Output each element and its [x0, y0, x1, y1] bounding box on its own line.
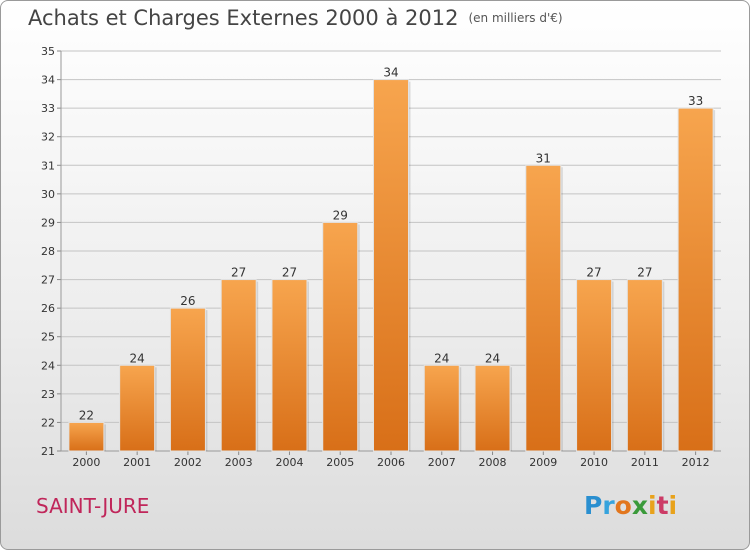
x-tick-label: 2010 [580, 456, 608, 469]
y-tick-label: 24 [41, 359, 55, 372]
bar-2005 [322, 221, 359, 452]
y-tick-label: 23 [41, 388, 55, 401]
commune-name: SAINT-JURE [36, 494, 150, 518]
bar-2000 [68, 421, 105, 452]
x-tick-label: 2006 [377, 456, 405, 469]
bar-value-label: 31 [536, 151, 551, 165]
bar-2008 [474, 364, 511, 452]
y-tick-label: 27 [41, 274, 55, 287]
bar-value-label: 27 [282, 266, 297, 280]
bar-2011 [626, 279, 663, 452]
bar-value-label: 24 [485, 351, 500, 365]
y-tick-label: 35 [41, 45, 55, 58]
bar-2004 [271, 279, 308, 452]
bar-2006 [373, 79, 409, 452]
y-tick-label: 31 [41, 159, 55, 172]
y-tick-label: 26 [41, 302, 55, 315]
y-tick-label: 32 [41, 131, 55, 144]
y-tick-label: 34 [41, 74, 55, 87]
y-tick-label: 29 [41, 216, 55, 229]
bar-2001 [119, 364, 156, 452]
x-tick-label: 2011 [631, 456, 659, 469]
x-tick-label: 2000 [72, 456, 100, 469]
bar-2010 [576, 279, 613, 452]
bar-value-label: 27 [231, 266, 246, 280]
x-tick-label: 2008 [479, 456, 507, 469]
bar-value-label: 27 [637, 266, 652, 280]
x-tick-label: 2002 [174, 456, 202, 469]
bar-value-label: 24 [434, 351, 449, 365]
bar-value-label: 27 [586, 266, 601, 280]
x-tick-label: 2003 [225, 456, 253, 469]
bar-value-label: 22 [79, 408, 94, 422]
x-tick-label: 2012 [682, 456, 710, 469]
bar-2003 [220, 279, 257, 452]
x-tick-label: 2009 [529, 456, 557, 469]
bar-2002 [169, 307, 206, 452]
y-tick-label: 22 [41, 416, 55, 429]
y-tick-label: 28 [41, 245, 55, 258]
bar-value-label: 24 [130, 351, 145, 365]
x-tick-label: 2004 [275, 456, 303, 469]
chart-title: Achats et Charges Externes 2000 à 2012 (e… [28, 6, 563, 30]
y-tick-label: 33 [41, 102, 55, 115]
bar-value-label: 29 [333, 208, 348, 222]
x-tick-label: 2007 [428, 456, 456, 469]
chart-subtitle: (en milliers d'€) [468, 11, 563, 25]
bar-2009 [525, 164, 562, 452]
y-tick-label: 21 [41, 445, 55, 458]
x-tick-label: 2001 [123, 456, 151, 469]
bar-value-label: 34 [383, 66, 398, 80]
bar-value-label: 26 [180, 294, 195, 308]
bar-value-label: 33 [688, 94, 703, 108]
chart-title-text: Achats et Charges Externes 2000 à 2012 [28, 6, 459, 30]
proxiti-logo: Proxiti [584, 491, 678, 520]
y-tick-label: 30 [41, 188, 55, 201]
bar-2007 [423, 364, 460, 452]
y-tick-label: 25 [41, 331, 55, 344]
bar-2012 [677, 107, 714, 452]
x-tick-label: 2005 [326, 456, 354, 469]
